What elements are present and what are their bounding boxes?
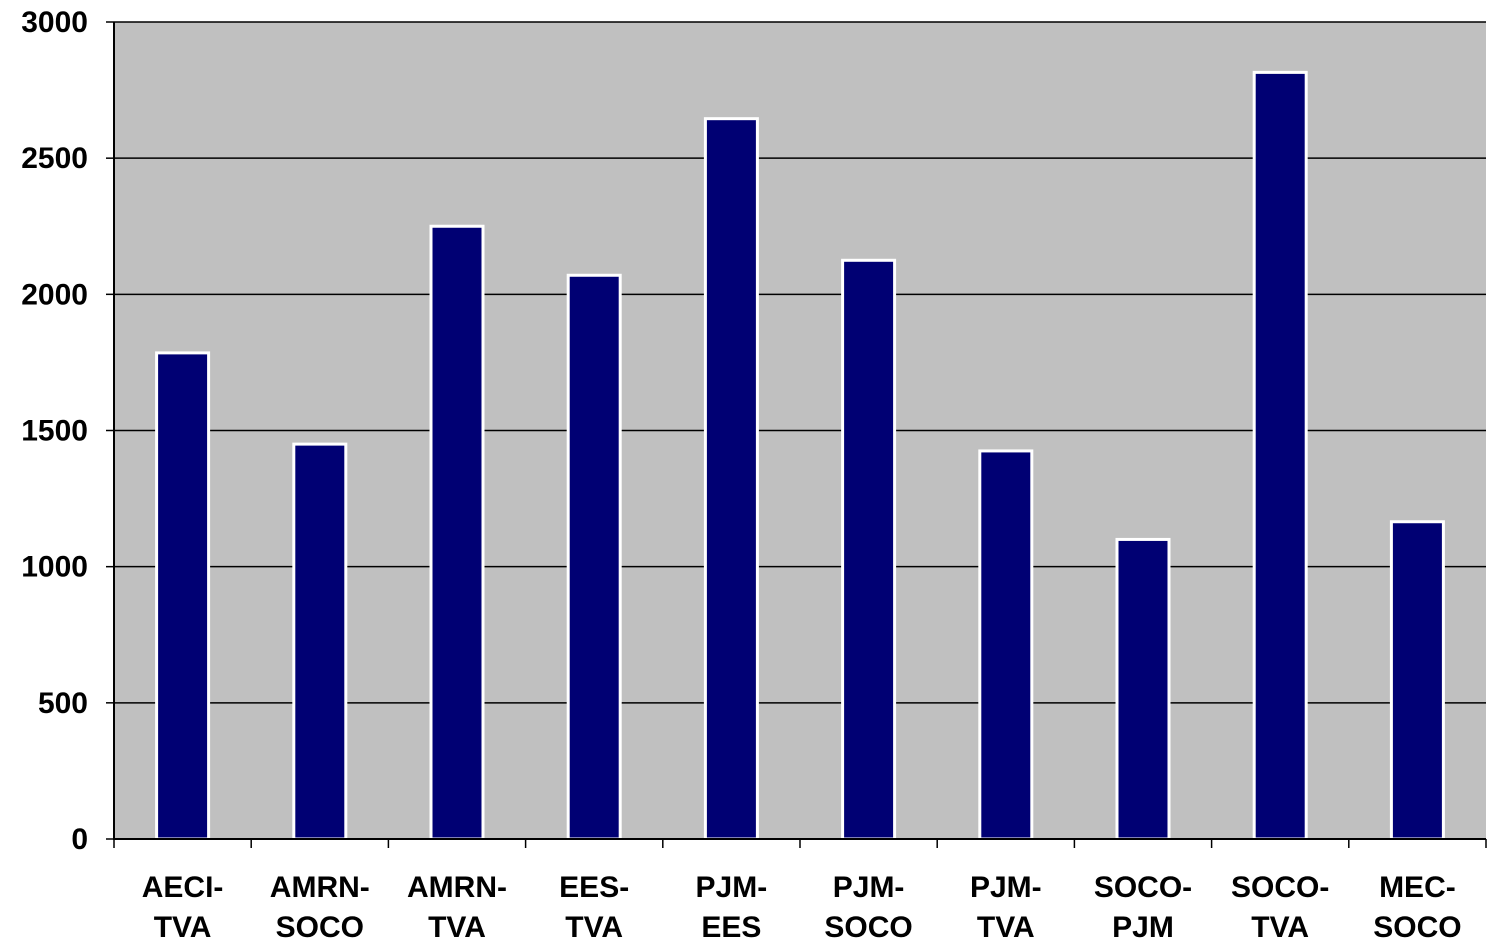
x-tick-label-line: PJM- xyxy=(970,871,1042,904)
y-tick-label: 0 xyxy=(71,823,88,856)
x-tick-label-line: EES- xyxy=(559,871,629,904)
x-tick-label-line: SOCO- xyxy=(1231,871,1329,904)
x-tick-label-line: PJM- xyxy=(833,871,905,904)
x-tick-label-line: TVA xyxy=(565,911,623,943)
x-tick-label: MEC- SOCO xyxy=(1373,871,1461,943)
y-tick-label: 2500 xyxy=(21,142,88,175)
x-tick-label-line: PJM xyxy=(1112,911,1174,943)
x-tick-label-line: SOCO xyxy=(824,911,912,943)
x-tick-label: SOCO- PJM xyxy=(1094,871,1192,943)
x-tick-label-line: MEC- xyxy=(1379,871,1456,904)
x-tick-label-line: TVA xyxy=(428,911,486,943)
x-tick-label-line: TVA xyxy=(154,911,212,943)
bar xyxy=(566,273,622,841)
x-tick-label: PJM- SOCO xyxy=(824,871,912,943)
y-tick-labels: 0 500 1000 1500 2000 2500 3000 xyxy=(21,6,88,856)
bar xyxy=(1389,520,1445,841)
x-tick-label: EES- TVA xyxy=(559,871,629,943)
x-tick-label-line: AMRN- xyxy=(407,871,507,904)
x-tick-label-line: EES xyxy=(701,911,761,943)
x-tick-label-line: TVA xyxy=(977,911,1035,943)
x-tick-label-line: SOCO xyxy=(1373,911,1461,943)
x-tick-label: SOCO- TVA xyxy=(1231,871,1329,943)
x-tick-label-line: AMRN- xyxy=(270,871,370,904)
bar xyxy=(1115,537,1171,841)
y-tick-label: 3000 xyxy=(21,6,88,39)
x-tick-label: AECI- TVA xyxy=(142,871,224,943)
x-tick-label-line: TVA xyxy=(1251,911,1309,943)
bar xyxy=(155,351,211,841)
y-tick-label: 1500 xyxy=(21,415,88,448)
bar xyxy=(978,449,1034,841)
bar xyxy=(841,258,897,841)
x-tick-label: PJM- TVA xyxy=(970,871,1042,943)
bar xyxy=(703,117,759,841)
x-tick-labels: AECI-TVAAMRN-SOCOAMRN-TVAEES-TVAPJM-EESP… xyxy=(142,871,1462,943)
bar xyxy=(292,442,348,841)
x-tick-label-line: PJM- xyxy=(696,871,768,904)
x-tick-label-line: AECI- xyxy=(142,871,224,904)
x-tick-label-line: SOCO- xyxy=(1094,871,1192,904)
bars xyxy=(155,70,1445,841)
x-tick-label: AMRN- TVA xyxy=(407,871,507,943)
y-tick-label: 500 xyxy=(38,687,88,720)
x-tick-label: PJM- EES xyxy=(696,871,768,943)
x-tick-label: AMRN- SOCO xyxy=(270,871,370,943)
y-tick-label: 2000 xyxy=(21,278,88,311)
bar xyxy=(1252,70,1308,841)
axes xyxy=(106,21,1487,848)
y-tick-label: 1000 xyxy=(21,551,88,584)
bar xyxy=(429,224,485,841)
x-tick-label-line: SOCO xyxy=(276,911,364,943)
